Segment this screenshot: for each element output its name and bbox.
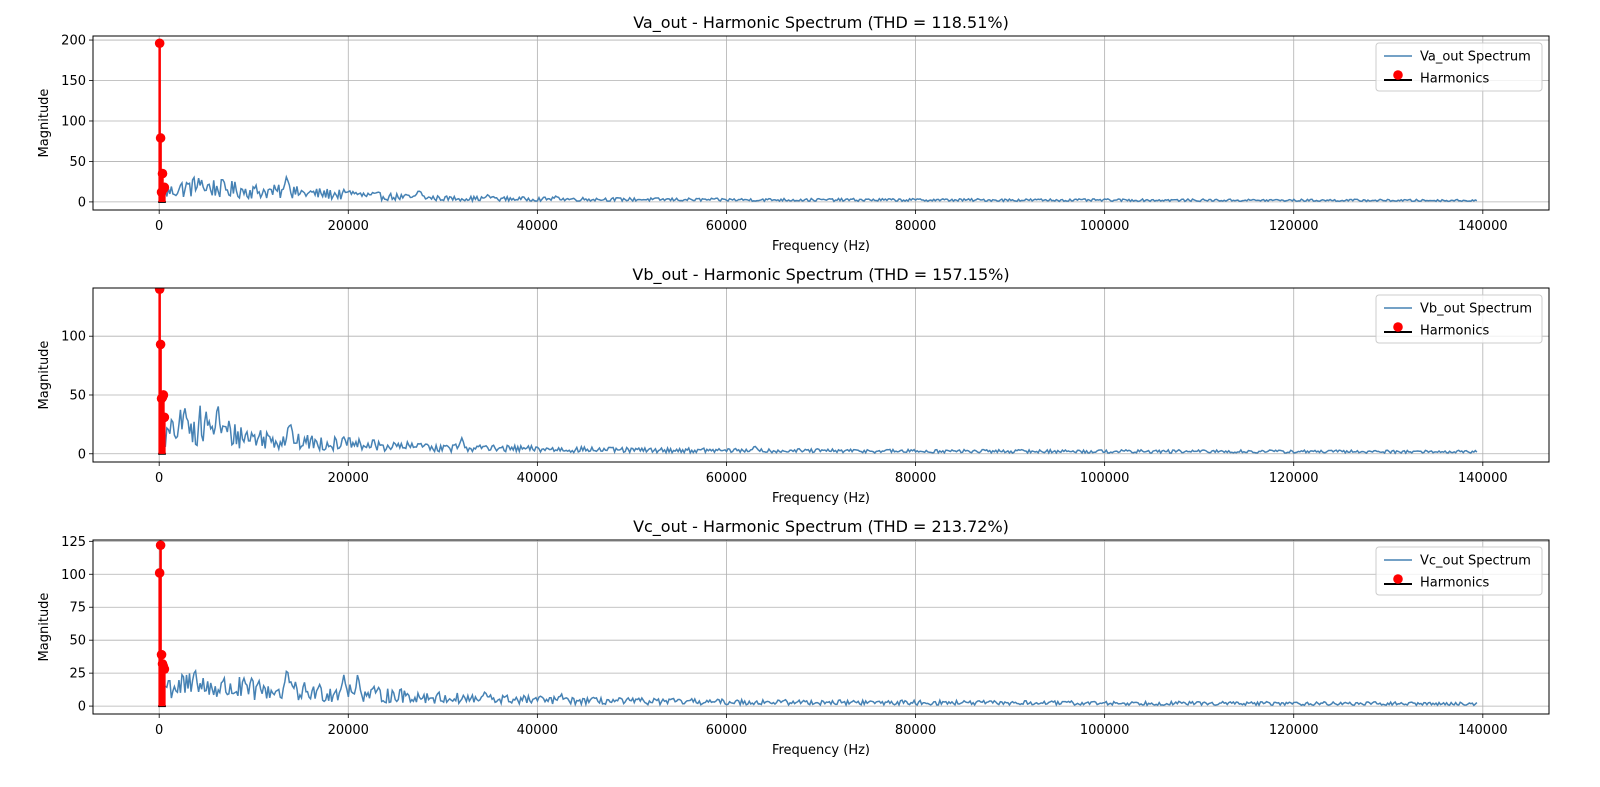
x-tick-label: 60000 [706,471,747,486]
subplot-1: 0 20000 40000 60000 80000 100000 120000 140000 0… [37,13,1550,254]
legend-box [1375,42,1543,92]
y-axis-label: Magnitude [37,89,52,158]
legend-harmonics-marker [1393,70,1403,80]
x-tick-label: 0 [155,471,163,486]
x-tick-label: 0 [155,723,163,738]
legend-box [1375,294,1543,344]
y-tick-label: 75 [69,601,86,616]
x-tick-label: 60000 [706,723,747,738]
spectrum-line [164,668,1478,708]
stem-marker [155,540,166,551]
y-axis-label: Magnitude [37,341,52,410]
legend-harmonics-label: Harmonics [1420,72,1489,87]
y-tick-label: 100 [61,568,86,583]
x-axis-label: Frequency (Hz) [772,491,870,506]
y-tick-label: 100 [61,114,86,129]
x-tick-label: 120000 [1269,723,1319,738]
x-tick-label: 20000 [328,219,369,234]
grid-lines [93,540,1549,714]
legend-spectrum-label: Va_out Spectrum [1420,50,1531,65]
x-axis-label: Frequency (Hz) [772,239,870,254]
x-tick-label: 140000 [1458,723,1508,738]
legend-spectrum-label: Vc_out Spectrum [1420,554,1531,569]
stem-marker [154,38,165,49]
y-tick-label: 125 [61,535,86,550]
y-tick-label: 50 [69,155,86,170]
stem-marker [154,568,165,578]
x-tick-label: 120000 [1269,471,1319,486]
stem-marker [155,339,166,350]
legend-harmonics-label: Harmonics [1420,324,1489,339]
x-tick-label: 40000 [517,723,558,738]
stem-marker [159,664,170,674]
harmonics-stems [154,38,170,203]
stem-marker [155,133,166,143]
x-tick-label: 60000 [706,219,747,234]
legend: Va_out Spectrum Harmonics [1375,42,1543,92]
y-tick-label: 0 [78,195,86,210]
chart-title: Vc_out - Harmonic Spectrum (THD = 213.72… [633,517,1009,537]
x-tick-label: 140000 [1458,471,1508,486]
axes-frame [92,35,1550,211]
stem-marker [156,649,167,660]
x-axis-label: Frequency (Hz) [772,743,870,758]
chart-title: Va_out - Harmonic Spectrum (THD = 118.51… [633,13,1009,33]
x-tick-label: 80000 [895,219,936,234]
x-tick-label: 80000 [895,471,936,486]
harmonics-stems [154,288,170,455]
x-tick-label: 140000 [1458,219,1508,234]
axes-frame [92,539,1550,715]
y-tick-label: 50 [69,388,86,403]
stem-marker [157,168,168,179]
stem-marker [154,288,165,294]
subplot-3: 0 20000 40000 60000 80000 100000 120000 140000 0… [37,517,1550,758]
x-tick-label: 0 [155,219,163,234]
x-tick-label: 100000 [1080,219,1130,234]
y-tick-label: 50 [69,634,86,649]
stem-marker [159,412,170,423]
legend-box [1375,546,1543,596]
grid-lines [93,288,1549,462]
y-tick-label: 0 [78,700,86,715]
x-tick-label: 20000 [328,723,369,738]
legend-harmonics-marker [1393,322,1403,332]
harmonics-stems [154,540,170,708]
x-tick-label: 100000 [1080,471,1130,486]
legend: Vb_out Spectrum Harmonics [1375,294,1543,344]
x-tick-label: 80000 [895,723,936,738]
y-axis-label: Magnitude [37,593,52,662]
spectrum-line [164,174,1478,204]
x-tick-label: 100000 [1080,723,1130,738]
stem-marker [158,390,169,400]
y-tick-label: 25 [69,667,86,682]
x-tick-label: 20000 [328,471,369,486]
y-tick-label: 150 [61,74,86,89]
chart-title: Vb_out - Harmonic Spectrum (THD = 157.15… [632,265,1009,285]
legend-spectrum-label: Vb_out Spectrum [1420,302,1532,317]
legend-harmonics-label: Harmonics [1420,576,1489,591]
y-tick-label: 0 [78,447,86,462]
subplot-2: 0 20000 40000 60000 80000 100000 120000 140000 0… [37,265,1550,506]
stem-marker [159,182,170,193]
y-tick-label: 100 [61,330,86,345]
legend-harmonics-marker [1393,574,1403,584]
x-tick-label: 120000 [1269,219,1319,234]
grid-lines [93,36,1549,210]
x-tick-label: 40000 [517,471,558,486]
axes-frame [92,287,1550,463]
legend: Vc_out Spectrum Harmonics [1375,546,1543,596]
x-tick-label: 40000 [517,219,558,234]
spectrum-line [164,405,1478,455]
y-tick-label: 200 [61,34,86,49]
